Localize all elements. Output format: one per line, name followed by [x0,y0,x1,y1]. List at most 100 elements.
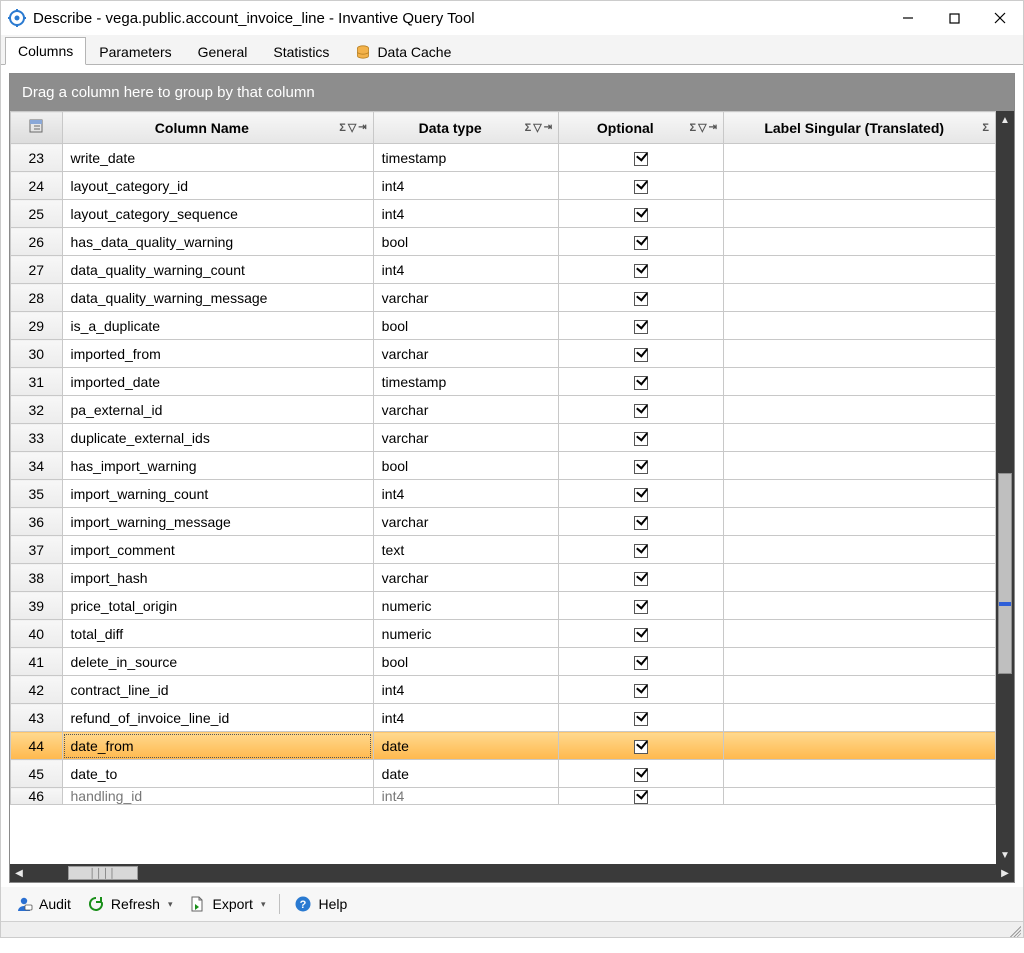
cell-label[interactable] [723,284,995,312]
column-header-label[interactable]: Label Singular (Translated)Σ [723,112,995,144]
optional-checkbox[interactable] [634,544,648,558]
cell-label[interactable] [723,508,995,536]
cell-optional[interactable] [559,788,724,805]
cell-name[interactable]: layout_category_sequence [62,200,373,228]
cell-name[interactable]: import_hash [62,564,373,592]
cell-name[interactable]: date_from [62,732,373,760]
table-row[interactable]: 46handling_idint4 [11,788,996,805]
cell-label[interactable] [723,172,995,200]
cell-label[interactable] [723,704,995,732]
cell-label[interactable] [723,564,995,592]
cell-name[interactable]: delete_in_source [62,648,373,676]
cell-label[interactable] [723,452,995,480]
cell-optional[interactable] [559,480,724,508]
column-header-optional[interactable]: OptionalΣ▽⇥ [559,112,724,144]
cell-name[interactable]: write_date [62,144,373,172]
cell-label[interactable] [723,788,995,805]
close-button[interactable] [977,1,1023,35]
cell-optional[interactable] [559,144,724,172]
cell-optional[interactable] [559,620,724,648]
table-row[interactable]: 35import_warning_countint4 [11,480,996,508]
cell-label[interactable] [723,144,995,172]
cell-label[interactable] [723,676,995,704]
cell-dtype[interactable]: int4 [373,704,558,732]
cell-label[interactable] [723,340,995,368]
cell-label[interactable] [723,396,995,424]
cell-dtype[interactable]: varchar [373,424,558,452]
hscroll-track[interactable]: ││││ [28,864,996,882]
cell-dtype[interactable]: varchar [373,284,558,312]
cell-optional[interactable] [559,508,724,536]
cell-optional[interactable] [559,592,724,620]
horizontal-scrollbar[interactable]: ◀ ││││ ▶ [10,864,1014,882]
optional-checkbox[interactable] [634,712,648,726]
optional-checkbox[interactable] [634,516,648,530]
cell-label[interactable] [723,648,995,676]
cell-dtype[interactable]: varchar [373,340,558,368]
tab-parameters[interactable]: Parameters [86,38,184,65]
cell-dtype[interactable]: bool [373,648,558,676]
cell-name[interactable]: has_data_quality_warning [62,228,373,256]
cell-optional[interactable] [559,760,724,788]
table-row[interactable]: 24layout_category_idint4 [11,172,996,200]
minimize-button[interactable] [885,1,931,35]
cell-label[interactable] [723,228,995,256]
cell-label[interactable] [723,312,995,340]
cell-name[interactable]: import_warning_message [62,508,373,536]
optional-checkbox[interactable] [634,208,648,222]
cell-name[interactable]: layout_category_id [62,172,373,200]
cell-dtype[interactable]: varchar [373,396,558,424]
cell-label[interactable] [723,368,995,396]
table-row[interactable]: 33duplicate_external_idsvarchar [11,424,996,452]
cell-dtype[interactable]: int4 [373,200,558,228]
cell-name[interactable]: refund_of_invoice_line_id [62,704,373,732]
table-row[interactable]: 26has_data_quality_warningbool [11,228,996,256]
optional-checkbox[interactable] [634,572,648,586]
cell-label[interactable] [723,480,995,508]
table-row[interactable]: 41delete_in_sourcebool [11,648,996,676]
cell-optional[interactable] [559,676,724,704]
cell-optional[interactable] [559,648,724,676]
cell-dtype[interactable]: varchar [373,564,558,592]
cell-name[interactable]: data_quality_warning_message [62,284,373,312]
refresh-dropdown-caret[interactable]: ▾ [168,899,173,910]
column-header-glyphs[interactable]: Σ▽⇥ [525,121,552,134]
column-header-glyphs[interactable]: Σ▽⇥ [690,121,717,134]
cell-dtype[interactable]: date [373,760,558,788]
cell-optional[interactable] [559,452,724,480]
optional-checkbox[interactable] [634,768,648,782]
cell-name[interactable]: import_comment [62,536,373,564]
cell-optional[interactable] [559,536,724,564]
cell-label[interactable] [723,256,995,284]
cell-dtype[interactable]: int4 [373,676,558,704]
cell-optional[interactable] [559,228,724,256]
column-header-glyphs[interactable]: Σ [982,122,989,134]
cell-dtype[interactable]: timestamp [373,368,558,396]
table-row[interactable]: 30imported_fromvarchar [11,340,996,368]
cell-label[interactable] [723,592,995,620]
table-row[interactable]: 38import_hashvarchar [11,564,996,592]
scroll-up-arrow[interactable]: ▲ [996,111,1014,129]
export-button[interactable]: Export ▾ [182,892,271,916]
column-header-name[interactable]: Column NameΣ▽⇥ [62,112,373,144]
resize-grip[interactable] [1007,923,1021,937]
table-row[interactable]: 43refund_of_invoice_line_idint4 [11,704,996,732]
audit-button[interactable]: Audit [9,892,77,916]
optional-checkbox[interactable] [634,432,648,446]
table-row[interactable]: 42contract_line_idint4 [11,676,996,704]
cell-name[interactable]: data_quality_warning_count [62,256,373,284]
row-indicator-header[interactable] [11,112,63,144]
optional-checkbox[interactable] [634,488,648,502]
cell-optional[interactable] [559,732,724,760]
cell-name[interactable]: date_to [62,760,373,788]
cell-label[interactable] [723,424,995,452]
cell-dtype[interactable]: bool [373,312,558,340]
cell-dtype[interactable]: text [373,536,558,564]
cell-name[interactable]: contract_line_id [62,676,373,704]
table-row[interactable]: 32pa_external_idvarchar [11,396,996,424]
cell-label[interactable] [723,760,995,788]
optional-checkbox[interactable] [634,376,648,390]
table-row[interactable]: 39price_total_originnumeric [11,592,996,620]
cell-label[interactable] [723,732,995,760]
cell-dtype[interactable]: bool [373,228,558,256]
